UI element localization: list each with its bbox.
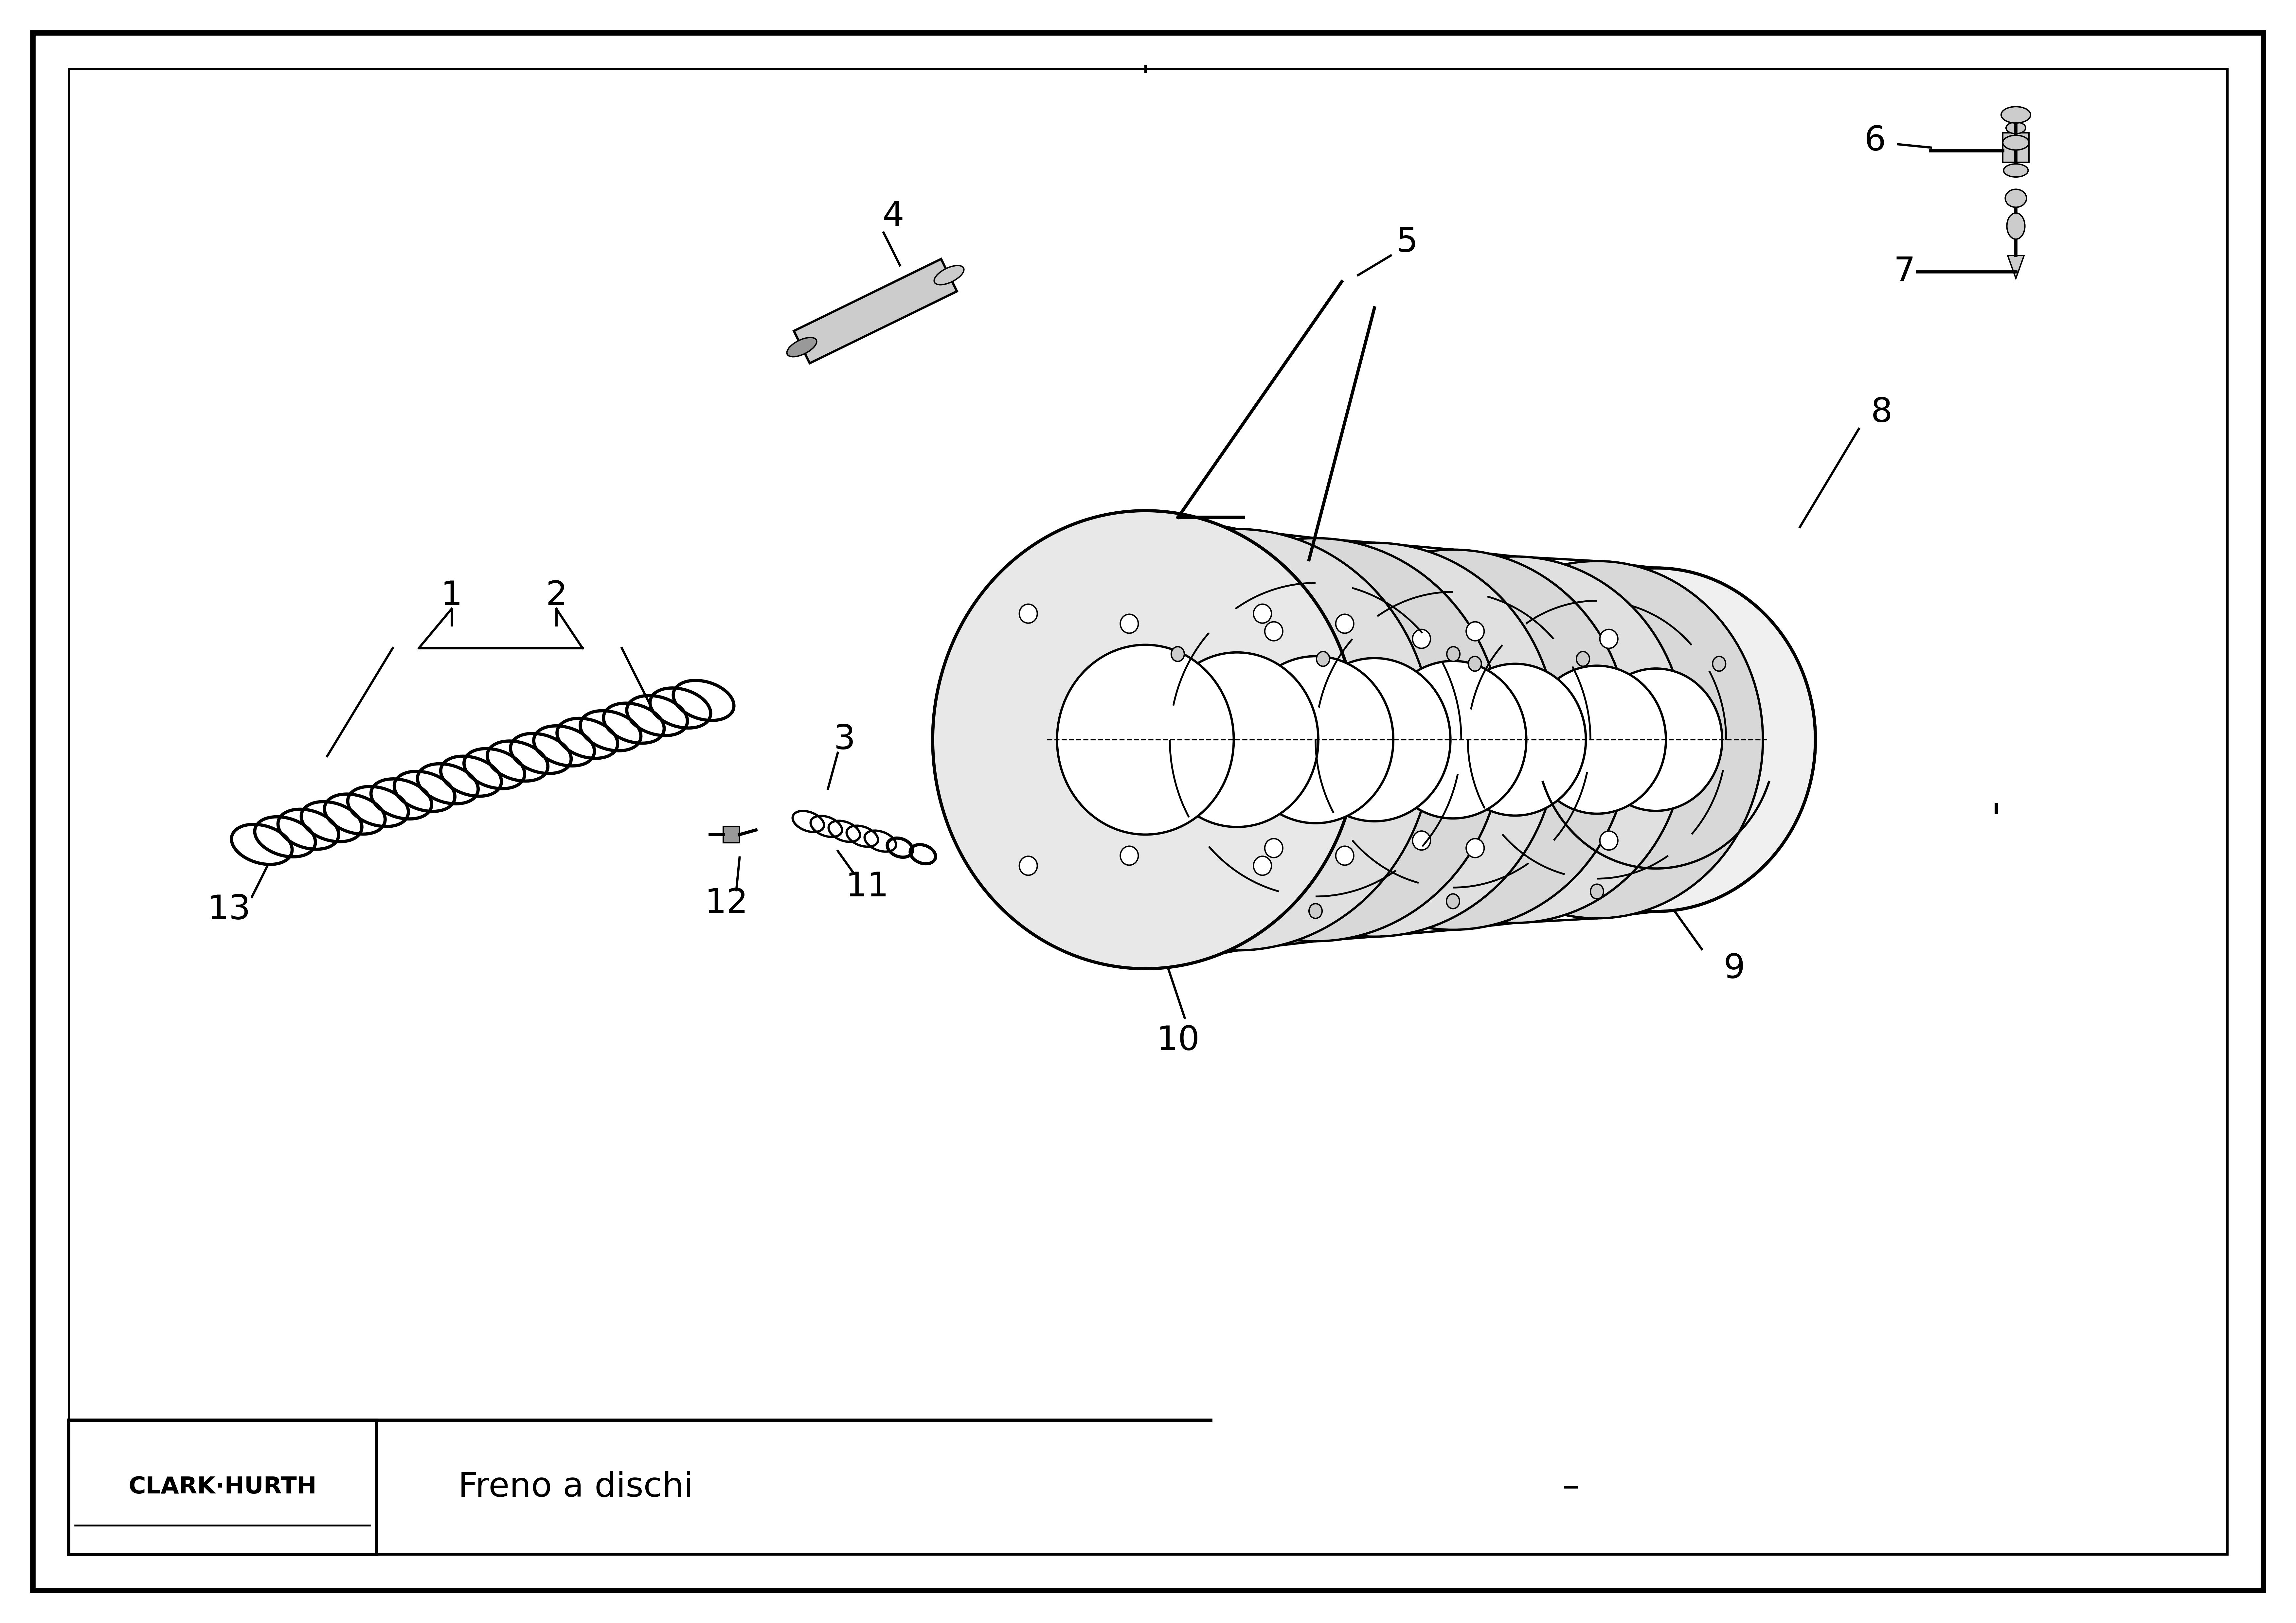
Ellipse shape (932, 511, 1359, 969)
Ellipse shape (1120, 846, 1139, 865)
Text: 2: 2 (546, 579, 567, 612)
Text: 13: 13 (207, 893, 250, 927)
Ellipse shape (1469, 656, 1481, 672)
Text: ': ' (1991, 802, 2002, 841)
Text: Freno a dischi: Freno a dischi (459, 1470, 693, 1505)
Ellipse shape (1309, 904, 1322, 919)
Ellipse shape (1265, 839, 1283, 857)
Ellipse shape (1345, 557, 1685, 923)
Ellipse shape (1529, 665, 1667, 813)
Ellipse shape (2004, 190, 2027, 208)
Ellipse shape (1591, 885, 1603, 899)
Ellipse shape (1019, 604, 1038, 623)
Ellipse shape (1254, 604, 1272, 623)
Ellipse shape (1127, 539, 1504, 941)
Ellipse shape (1336, 613, 1355, 633)
Ellipse shape (1238, 656, 1394, 823)
Ellipse shape (1336, 846, 1355, 865)
Ellipse shape (1254, 857, 1272, 875)
Ellipse shape (2002, 135, 2030, 149)
Polygon shape (69, 1420, 377, 1555)
Ellipse shape (1577, 651, 1589, 667)
Text: 5: 5 (1396, 226, 1419, 260)
Ellipse shape (1277, 550, 1630, 930)
Ellipse shape (1300, 657, 1451, 821)
Ellipse shape (1412, 831, 1430, 850)
Ellipse shape (1019, 857, 1038, 875)
Ellipse shape (1467, 839, 1483, 857)
Ellipse shape (1600, 831, 1619, 850)
Ellipse shape (1265, 622, 1283, 641)
Ellipse shape (1446, 894, 1460, 909)
Ellipse shape (788, 338, 817, 357)
Text: CLARK·HURTH: CLARK·HURTH (129, 1475, 317, 1498)
Text: 11: 11 (845, 870, 889, 904)
Ellipse shape (2007, 122, 2025, 133)
Ellipse shape (1713, 656, 1727, 672)
Ellipse shape (1056, 644, 1233, 834)
Text: 7: 7 (1894, 255, 1915, 289)
Text: ': ' (1141, 65, 1150, 93)
Text: 3: 3 (833, 724, 854, 756)
Text: 4: 4 (882, 200, 905, 232)
Ellipse shape (1430, 562, 1763, 919)
Text: 6: 6 (1864, 125, 1885, 157)
Ellipse shape (1589, 669, 1722, 812)
Text: 10: 10 (1157, 1024, 1201, 1057)
Text: 12: 12 (705, 886, 748, 920)
Ellipse shape (1120, 613, 1139, 633)
Polygon shape (794, 260, 957, 364)
Ellipse shape (1467, 622, 1483, 641)
Ellipse shape (1444, 664, 1587, 816)
Ellipse shape (1380, 661, 1527, 818)
Ellipse shape (2004, 164, 2027, 177)
Ellipse shape (1192, 542, 1557, 936)
Ellipse shape (934, 266, 964, 284)
Ellipse shape (1497, 568, 1816, 912)
Ellipse shape (2007, 213, 2025, 239)
Polygon shape (2007, 255, 2025, 279)
Ellipse shape (1316, 651, 1329, 667)
Ellipse shape (1600, 630, 1619, 648)
Text: –: – (1561, 1470, 1580, 1505)
Text: 1: 1 (441, 579, 461, 612)
Ellipse shape (1155, 652, 1318, 828)
Polygon shape (2002, 133, 2030, 162)
Polygon shape (723, 826, 739, 842)
Text: 9: 9 (1724, 953, 1745, 985)
Ellipse shape (1042, 529, 1433, 951)
Ellipse shape (1412, 630, 1430, 648)
Ellipse shape (1446, 646, 1460, 662)
Ellipse shape (1171, 646, 1185, 662)
Ellipse shape (2002, 107, 2030, 123)
Text: 8: 8 (1871, 396, 1892, 428)
